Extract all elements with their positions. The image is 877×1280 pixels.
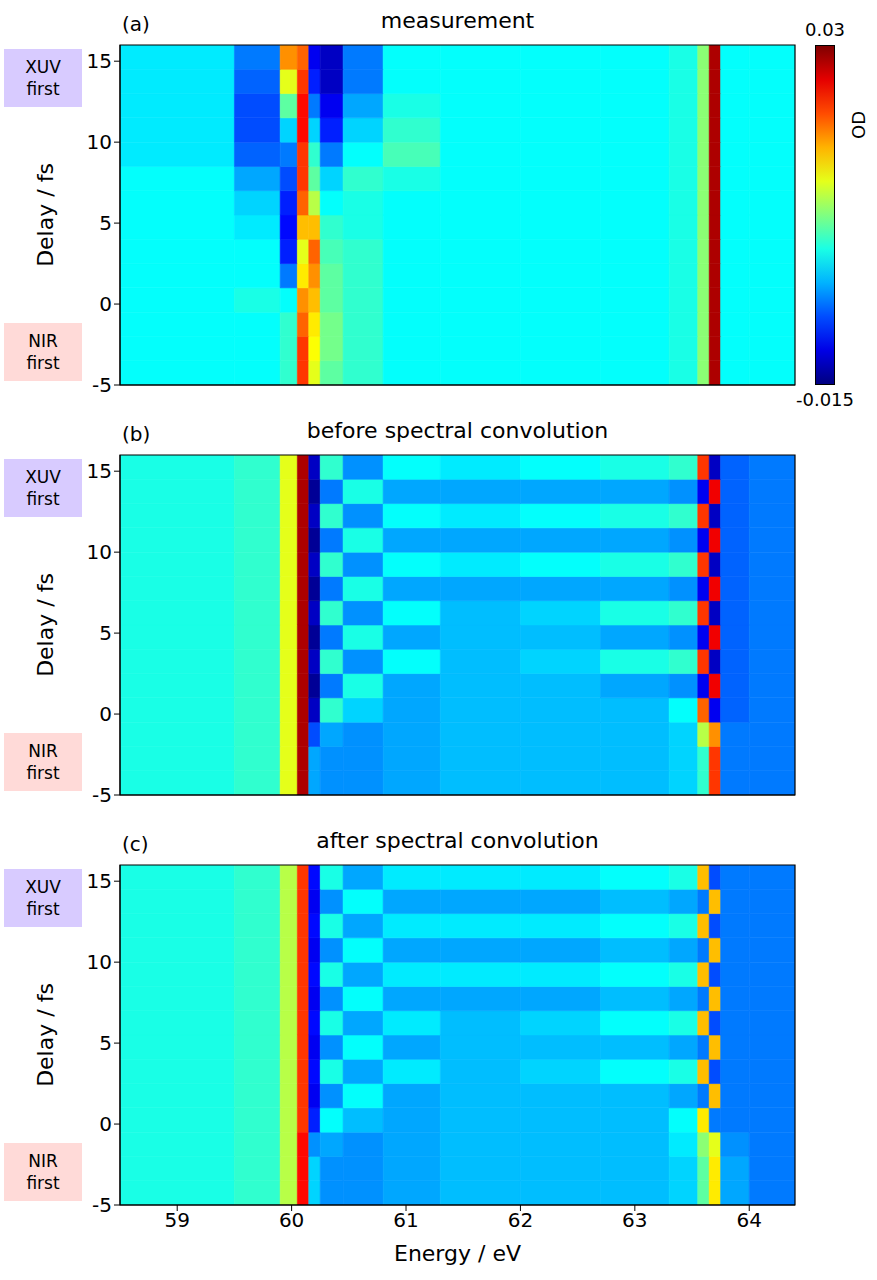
html-text:first: first bbox=[26, 1173, 60, 1193]
svg-text:0: 0 bbox=[99, 702, 112, 726]
html-text:first: first bbox=[26, 79, 60, 99]
svg-text:63: 63 bbox=[622, 1208, 647, 1232]
svg-text:62: 62 bbox=[508, 1208, 533, 1232]
svg-text:10: 10 bbox=[87, 540, 112, 564]
html-text:after spectral convolution: after spectral convolution bbox=[316, 828, 599, 853]
html-text:first: first bbox=[26, 489, 60, 509]
html-text:first: first bbox=[26, 899, 60, 919]
html-text:before spectral convolution: before spectral convolution bbox=[306, 418, 609, 443]
html-text:Energy / eV: Energy / eV bbox=[394, 1241, 521, 1266]
svg-text:15: 15 bbox=[87, 49, 112, 73]
svg-text:10: 10 bbox=[87, 950, 112, 974]
html-text:0.03: 0.03 bbox=[805, 19, 845, 40]
svg-text:5: 5 bbox=[99, 621, 112, 645]
html-text:NIR: NIR bbox=[28, 741, 58, 761]
svg-text:15: 15 bbox=[87, 459, 112, 483]
html-text:NIR: NIR bbox=[28, 1151, 58, 1171]
html-text:first: first bbox=[26, 353, 60, 373]
html-text:measurement: measurement bbox=[380, 8, 535, 33]
html-text:XUV: XUV bbox=[25, 57, 61, 77]
html-text:XUV: XUV bbox=[25, 877, 61, 897]
svg-text:-5: -5 bbox=[92, 1193, 112, 1217]
html-text:Delay / fs: Delay / fs bbox=[32, 573, 58, 677]
svg-text:60: 60 bbox=[279, 1208, 304, 1232]
html-text:-0.015: -0.015 bbox=[796, 389, 854, 410]
svg-text:64: 64 bbox=[737, 1208, 762, 1232]
html-text:(c): (c) bbox=[122, 832, 149, 856]
svg-text:0: 0 bbox=[99, 1112, 112, 1136]
html-text:(b): (b) bbox=[122, 422, 151, 446]
html-text:OD: OD bbox=[847, 111, 869, 139]
svg-text:-5: -5 bbox=[92, 783, 112, 807]
svg-text:5: 5 bbox=[99, 211, 112, 235]
svg-text:5: 5 bbox=[99, 1031, 112, 1055]
svg-text:61: 61 bbox=[393, 1208, 418, 1232]
html-text:XUV: XUV bbox=[25, 467, 61, 487]
svg-text:15: 15 bbox=[87, 869, 112, 893]
svg-text:10: 10 bbox=[87, 130, 112, 154]
svg-text:59: 59 bbox=[164, 1208, 189, 1232]
html-text:Delay / fs: Delay / fs bbox=[32, 983, 58, 1087]
html-text:first: first bbox=[26, 763, 60, 783]
svg-text:-5: -5 bbox=[92, 373, 112, 397]
html-text:Delay / fs: Delay / fs bbox=[32, 163, 58, 267]
svg-text:0: 0 bbox=[99, 292, 112, 316]
html-text:NIR: NIR bbox=[28, 331, 58, 351]
html-text:(a): (a) bbox=[122, 12, 150, 36]
